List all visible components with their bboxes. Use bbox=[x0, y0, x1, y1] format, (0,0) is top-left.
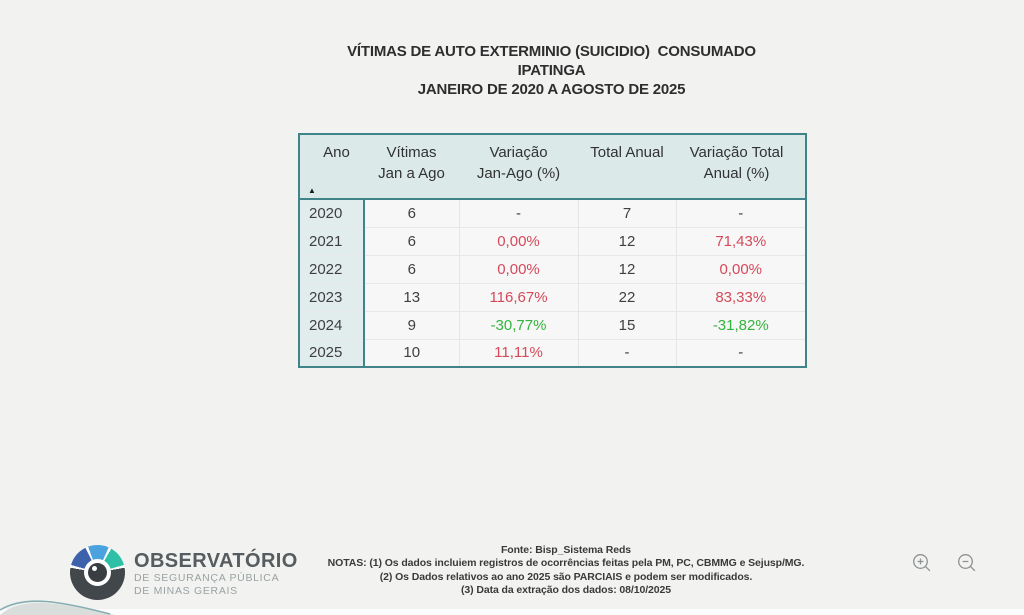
note-line-2: (2) Os Dados relativos ao ano 2025 são P… bbox=[379, 570, 753, 583]
column-header-label: Variação Total bbox=[689, 144, 784, 161]
note-line-1: NOTAS: (1) Os dados incluiem registros d… bbox=[327, 557, 805, 570]
cell-vitimas-jan-ago[interactable]: 13 bbox=[364, 282, 459, 311]
table-body: 2020 6-7-2021 6 0,00% 12 71,43% 2022 6 0,00% 12 0,… bbox=[299, 198, 806, 367]
column-header-variacao-jan-ago[interactable]: Variação Jan-Ago (%) bbox=[459, 134, 578, 200]
column-header-label: Jan a Ago bbox=[378, 165, 445, 182]
magnifier-minus-icon bbox=[958, 554, 976, 572]
cell-total-anual[interactable]: 12 bbox=[577, 254, 676, 283]
cell-ano[interactable]: 2020 bbox=[299, 198, 365, 227]
title-line-2: IPATINGA bbox=[517, 62, 586, 79]
column-header-label: Ano bbox=[323, 144, 350, 161]
cell-total-anual[interactable]: - bbox=[577, 338, 676, 367]
observatory-eye-icon bbox=[70, 545, 125, 600]
organization-logo: OBSERVATÓRIO DE SEGURANÇA PÚBLICA DE MIN… bbox=[70, 545, 298, 600]
cell-variacao-total-anual[interactable]: 83,33% bbox=[675, 282, 806, 311]
cell-vitimas-jan-ago[interactable]: 6 bbox=[364, 226, 459, 255]
column-header-variacao-total-anual[interactable]: Variação Total Anual (%) bbox=[676, 134, 806, 200]
note-line-3: (3) Data da extração dos dados: 08/10/20… bbox=[461, 584, 671, 597]
footer-notes: Fonte: Bisp_Sistema Reds NOTAS: (1) Os d… bbox=[310, 544, 822, 598]
title-line-1: VÍTIMAS DE AUTO EXTERMINIO (SUICIDIO) CO… bbox=[347, 43, 756, 60]
column-header-label: Variação bbox=[489, 144, 548, 161]
cell-ano[interactable]: 2021 bbox=[299, 226, 365, 255]
table-row[interactable]: 2024 9 -30,77% 15 -31,82% bbox=[299, 310, 806, 339]
cell-variacao-total-anual[interactable]: 0,00% bbox=[675, 254, 806, 283]
cell-vitimas-jan-ago[interactable]: 6 bbox=[364, 198, 459, 227]
column-header-vitimas-jan-ago[interactable]: Vítimas Jan a Ago bbox=[364, 134, 459, 200]
source-line: Fonte: Bisp_Sistema Reds bbox=[500, 544, 632, 556]
cell-variacao-total-anual[interactable]: 71,43% bbox=[675, 226, 806, 255]
column-header-ano[interactable]: Ano ▲ bbox=[299, 134, 364, 200]
table-header-row: Ano ▲ Vítimas Jan a Ago Variação Jan-Ago… bbox=[299, 134, 806, 200]
cell-vitimas-jan-ago[interactable]: 10 bbox=[364, 338, 459, 367]
column-header-label: Vítimas bbox=[386, 144, 437, 161]
cell-total-anual[interactable]: 7 bbox=[577, 198, 676, 227]
table-row[interactable]: 2023 13 116,67% 22 83,33% bbox=[299, 282, 806, 311]
zoom-in-button[interactable] bbox=[911, 552, 933, 574]
cell-ano[interactable]: 2022 bbox=[299, 254, 365, 283]
column-header-label: Anual (%) bbox=[703, 165, 770, 182]
table-row[interactable]: 2020 6-7- bbox=[299, 198, 806, 227]
org-subtitle-2: DE MINAS GERAIS bbox=[134, 584, 238, 597]
table-row[interactable]: 2025 10 11,11% - - bbox=[299, 338, 806, 367]
cell-variacao-total-anual[interactable]: - bbox=[675, 338, 806, 367]
cell-variacao-jan-ago[interactable]: - bbox=[458, 198, 578, 227]
cell-total-anual[interactable]: 12 bbox=[577, 226, 676, 255]
cell-total-anual[interactable]: 15 bbox=[577, 310, 676, 339]
cell-variacao-total-anual[interactable]: - bbox=[675, 198, 806, 227]
corner-swoosh-decoration bbox=[0, 600, 115, 615]
cell-variacao-jan-ago[interactable]: 11,11% bbox=[458, 338, 578, 367]
cell-variacao-jan-ago[interactable]: 0,00% bbox=[458, 254, 578, 283]
magnifier-plus-icon bbox=[913, 554, 931, 572]
bottom-strip bbox=[0, 609, 1024, 615]
table-row[interactable]: 2021 6 0,00% 12 71,43% bbox=[299, 226, 806, 255]
title-line-3: JANEIRO DE 2020 A AGOSTO DE 2025 bbox=[417, 81, 686, 98]
table-row[interactable]: 2022 6 0,00% 12 0,00% bbox=[299, 254, 806, 283]
cell-vitimas-jan-ago[interactable]: 9 bbox=[364, 310, 459, 339]
column-header-label: Jan-Ago (%) bbox=[476, 165, 561, 182]
cell-total-anual[interactable]: 22 bbox=[577, 282, 676, 311]
column-header-label: Total Anual bbox=[590, 144, 664, 161]
org-name: OBSERVATÓRIO bbox=[134, 549, 298, 572]
cell-variacao-jan-ago[interactable]: 0,00% bbox=[458, 226, 578, 255]
data-table: Ano ▲ Vítimas Jan a Ago Variação Jan-Ago… bbox=[298, 133, 807, 368]
cell-variacao-jan-ago[interactable]: -30,77% bbox=[458, 310, 578, 339]
org-subtitle-1: DE SEGURANÇA PÚBLICA bbox=[134, 571, 280, 584]
cell-vitimas-jan-ago[interactable]: 6 bbox=[364, 254, 459, 283]
cell-variacao-total-anual[interactable]: -31,82% bbox=[675, 310, 806, 339]
cell-ano[interactable]: 2025 bbox=[299, 338, 365, 367]
cell-variacao-jan-ago[interactable]: 116,67% bbox=[458, 282, 578, 311]
cell-ano[interactable]: 2023 bbox=[299, 282, 365, 311]
sort-ascending-icon: ▲ bbox=[308, 186, 316, 195]
zoom-out-button[interactable] bbox=[956, 552, 978, 574]
cell-ano[interactable]: 2024 bbox=[299, 310, 365, 339]
column-header-total-anual[interactable]: Total Anual bbox=[578, 134, 676, 200]
report-title: VÍTIMAS DE AUTO EXTERMINIO (SUICIDIO) CO… bbox=[298, 42, 805, 99]
